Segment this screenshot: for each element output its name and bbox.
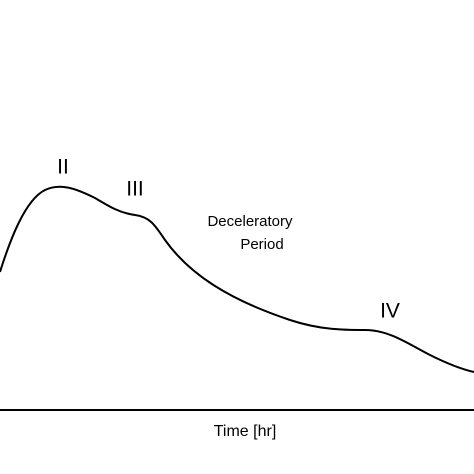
phase-label: III xyxy=(126,178,144,201)
x-axis-label: Time [hr] xyxy=(214,423,277,440)
annotation: Deceleratory xyxy=(207,213,293,230)
phase-label: II xyxy=(57,156,69,179)
curve xyxy=(0,185,474,373)
annotation: Period xyxy=(240,236,283,253)
phase-label: IV xyxy=(380,300,400,323)
